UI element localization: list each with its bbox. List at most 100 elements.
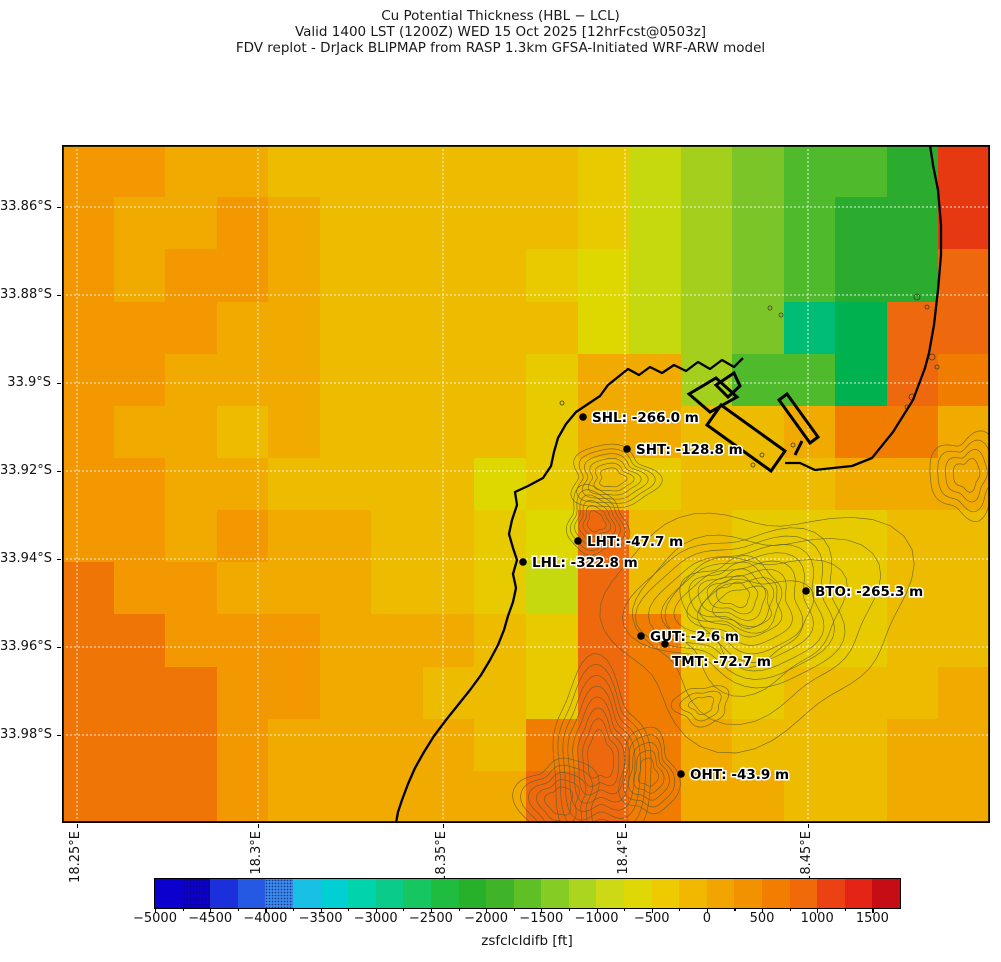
terrain-contour xyxy=(688,561,775,628)
grid-cell xyxy=(526,249,579,303)
grid-cell xyxy=(371,666,424,720)
station-label: TMT: -72.7 m xyxy=(672,654,771,670)
grid-cell xyxy=(113,249,166,303)
grid-cell xyxy=(319,197,372,250)
grid-cell xyxy=(422,249,476,303)
grid-cell xyxy=(371,614,424,668)
grid-cell xyxy=(113,457,166,511)
grid-cell xyxy=(165,353,218,407)
grid-cell xyxy=(783,145,836,198)
grid-cell xyxy=(62,457,115,511)
grid-cell xyxy=(113,405,166,459)
terrain-contour xyxy=(582,453,649,500)
colorbar-frame xyxy=(154,878,901,909)
station-dot xyxy=(623,445,631,453)
grid-cell xyxy=(268,562,321,615)
grid-cell xyxy=(422,197,476,250)
grid-cell xyxy=(319,510,372,563)
harbor-pier-spur xyxy=(793,440,804,456)
terrain-contour xyxy=(574,494,621,547)
grid-cell xyxy=(783,301,836,355)
grid-cell xyxy=(371,353,424,407)
grid-cell xyxy=(268,770,321,823)
terrain-contour xyxy=(567,685,636,812)
grid-cell xyxy=(886,197,940,250)
grid-cell xyxy=(268,457,321,511)
colorbar-tick-label: 0 xyxy=(702,911,712,926)
station-label: LHT: -47.7 m xyxy=(587,534,683,550)
station-label: GUT: -2.6 m xyxy=(650,629,739,645)
y-tickmark xyxy=(57,558,61,560)
terrain-contour xyxy=(697,568,767,621)
station-label: BTO: -265.3 m xyxy=(815,584,923,600)
grid-cell xyxy=(474,562,527,615)
grid-cell xyxy=(886,614,940,668)
grid-cell xyxy=(62,510,115,563)
grid-cell xyxy=(268,353,321,407)
grid-cell xyxy=(732,614,785,668)
grid-cell xyxy=(422,718,476,772)
grid-cell xyxy=(783,197,836,250)
harbor-pier-outer xyxy=(776,391,821,446)
grid-cell xyxy=(319,614,372,668)
islet-contour xyxy=(913,293,921,301)
grid-cell xyxy=(680,770,733,823)
terrain-contour xyxy=(697,578,815,669)
colorbar-segment xyxy=(651,879,680,908)
colorbar-segment xyxy=(182,879,211,908)
colorbar-tickmark xyxy=(375,908,377,913)
grid-cell xyxy=(680,718,733,772)
y-tick-label: 33.86°S xyxy=(0,198,52,214)
colorbar-segment xyxy=(844,879,873,908)
grid-cell xyxy=(422,405,476,459)
grid-cell xyxy=(319,457,372,511)
x-tickmark xyxy=(76,824,78,828)
colorbar-tickmark xyxy=(734,908,736,911)
terrain-contour xyxy=(699,577,783,638)
grid-cell xyxy=(216,718,269,772)
terrain-contour xyxy=(622,527,846,689)
grid-cell xyxy=(783,249,836,303)
y-tickmark xyxy=(57,470,61,472)
grid-cell xyxy=(371,301,424,355)
plot-source: FDV replot - DrJack BLIPMAP from RASP 1.… xyxy=(235,40,766,56)
grid-cell xyxy=(835,301,888,355)
grid-cell xyxy=(886,457,940,511)
colorbar-tick-label: 500 xyxy=(749,911,775,926)
colorbar-tickmark xyxy=(789,908,791,911)
station-label: OHT: -43.9 m xyxy=(690,767,789,783)
terrain-contour xyxy=(544,786,574,816)
grid-cell xyxy=(371,718,424,772)
colorbar-tickmark xyxy=(155,908,157,913)
colorbar-segment xyxy=(541,879,570,908)
station-dot xyxy=(519,558,527,566)
grid-cell xyxy=(783,353,836,407)
grid-cell xyxy=(938,614,990,668)
grid-cell xyxy=(526,197,579,250)
grid-cell xyxy=(268,614,321,668)
y-tickmark xyxy=(57,646,61,648)
terrain-contour xyxy=(587,729,614,779)
grid-cell xyxy=(62,301,115,355)
islet-contour xyxy=(924,304,930,310)
grid-cell xyxy=(474,718,527,772)
colorbar-tick-label: −1500 xyxy=(519,911,564,926)
terrain-contour xyxy=(679,690,722,722)
grid-cell xyxy=(113,301,166,355)
grid-cell xyxy=(216,197,269,250)
grid-cell xyxy=(319,145,372,198)
islet-contour xyxy=(778,312,784,318)
grid-cell xyxy=(113,770,166,823)
colorbar-segment xyxy=(789,879,818,908)
colorbar-tick-label: 1500 xyxy=(855,911,889,926)
grid-cell xyxy=(835,562,888,615)
grid-cell xyxy=(165,197,218,250)
grid-cell xyxy=(783,770,836,823)
x-tickmark xyxy=(442,824,444,828)
grid-cell xyxy=(629,353,682,407)
colorbar-segment xyxy=(624,879,653,908)
grid-cell xyxy=(629,666,682,720)
terrain-contour xyxy=(952,458,981,493)
grid-cell xyxy=(732,301,785,355)
